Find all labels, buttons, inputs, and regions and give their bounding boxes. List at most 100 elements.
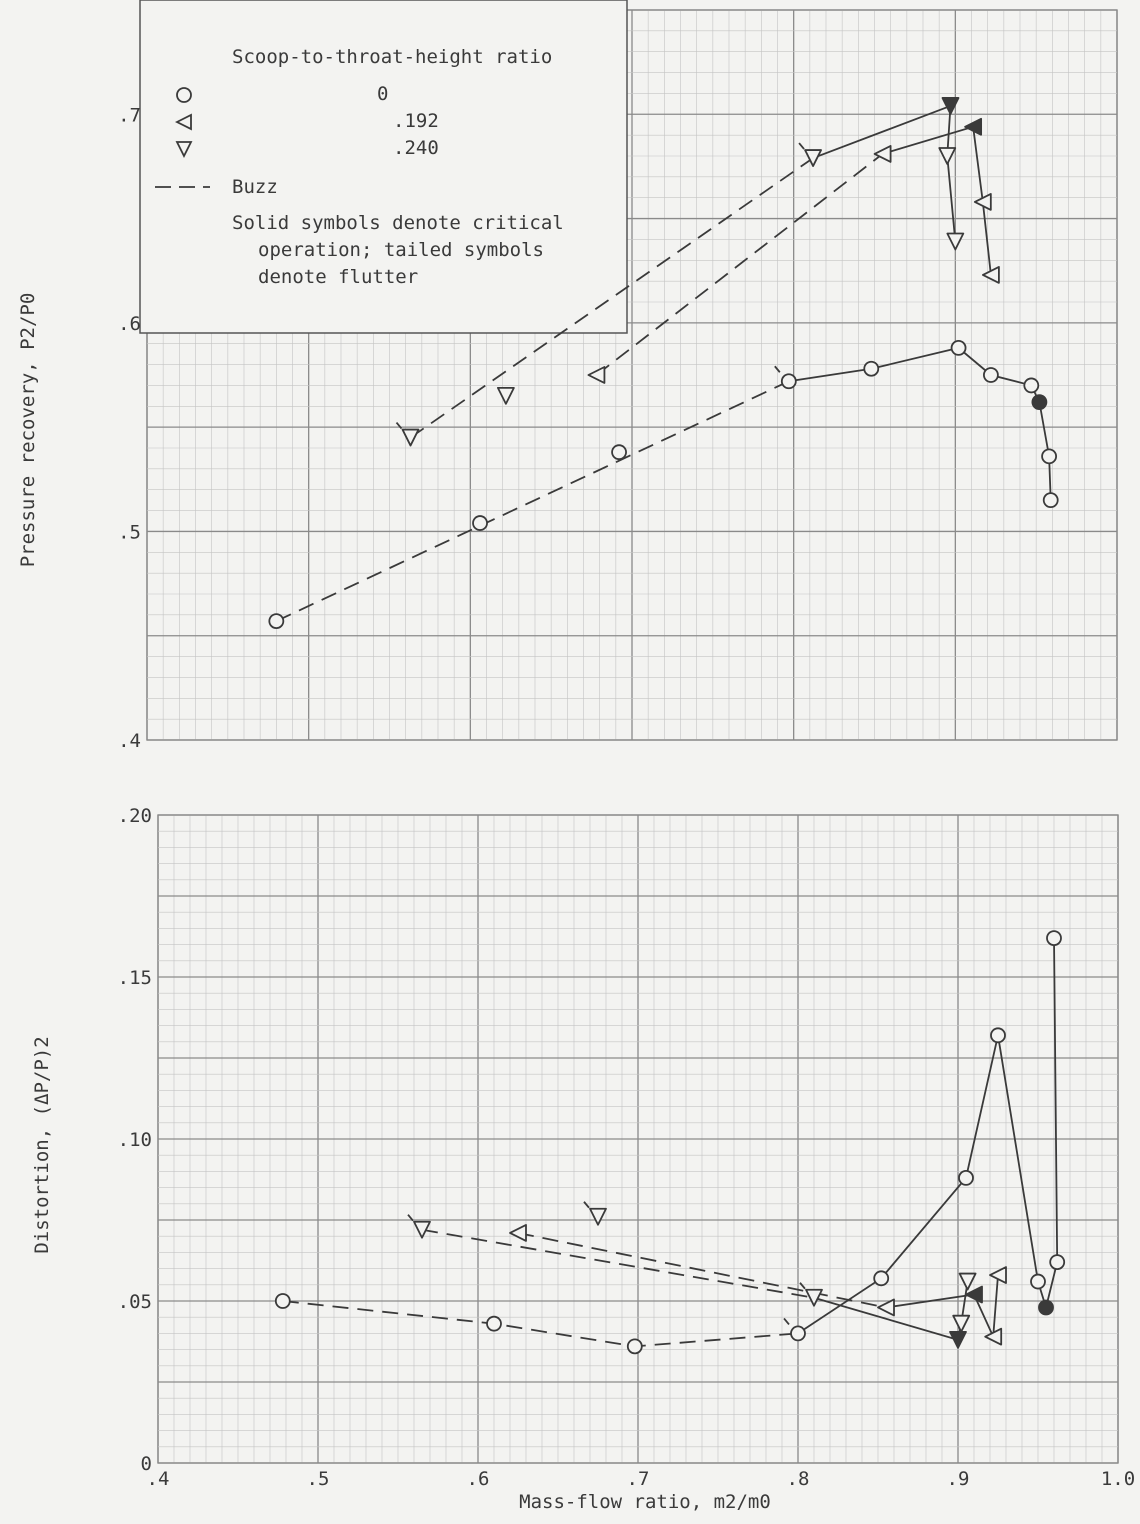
pressure-recovery-ticks: .4 .5 .6 .7 bbox=[118, 104, 141, 752]
dist-point-triangle-down bbox=[952, 1314, 971, 1333]
dist-point-circle bbox=[1049, 1254, 1066, 1271]
legend-box bbox=[139, 0, 628, 334]
dist-point-triangle-down bbox=[805, 1288, 823, 1307]
dist-buzz-line-2 bbox=[421, 1228, 815, 1299]
x-tick-label: .6 bbox=[467, 1468, 490, 1490]
dist-point-circle bbox=[486, 1315, 502, 1332]
pr-point-triangle-left bbox=[973, 192, 992, 211]
pr-point-circle bbox=[1041, 448, 1057, 465]
dist-point-circle bbox=[958, 1169, 974, 1186]
pr-point-triangle-down bbox=[496, 386, 515, 405]
dist-point-triangle-left bbox=[509, 1224, 527, 1242]
legend-symbol-triangle-down bbox=[175, 141, 193, 159]
x-axis-label: Mass-flow ratio, m2/m0 bbox=[519, 1491, 771, 1513]
dist-point-circle bbox=[790, 1325, 806, 1342]
legend-title: Scoop-to-throat-height ratio bbox=[232, 46, 552, 68]
x-tick-label: .4 bbox=[147, 1468, 170, 1490]
pr-point-triangle-down bbox=[946, 232, 965, 251]
legend-buzz-label: Buzz bbox=[232, 176, 278, 198]
legend-note-line-3: denote flutter bbox=[258, 266, 418, 288]
pressure-recovery-lines bbox=[275, 104, 1052, 622]
pr-y-tick-label: .4 bbox=[118, 730, 141, 752]
x-tick-label: 1.0 bbox=[1101, 1468, 1135, 1490]
legend-label-240: .240 bbox=[393, 137, 439, 159]
pr-point-circle bbox=[1023, 377, 1040, 394]
legend-symbol-triangle-left bbox=[174, 113, 192, 131]
dist-point-circle bbox=[1030, 1273, 1046, 1290]
x-tick-label: .5 bbox=[307, 1468, 330, 1490]
dist-fair-line-0 bbox=[797, 938, 1059, 1335]
x-tick-label: .9 bbox=[947, 1468, 970, 1490]
dist-flutter-tail bbox=[583, 1201, 590, 1209]
pr-flutter-tail bbox=[395, 421, 403, 430]
x-tick-label: .7 bbox=[627, 1468, 650, 1490]
pr-point-triangle-left bbox=[587, 366, 606, 384]
dist-point-triangle-left bbox=[989, 1266, 1007, 1284]
dist-point-circle bbox=[626, 1338, 643, 1355]
dist-point-triangle-left bbox=[877, 1298, 895, 1317]
pr-fair-line-2 bbox=[812, 104, 957, 242]
legend-label-0: 0 bbox=[377, 83, 388, 105]
pr-point-triangle-left bbox=[982, 265, 1000, 284]
pr-point-triangle-down bbox=[401, 428, 420, 447]
dist-point-circle bbox=[1038, 1299, 1054, 1316]
legend-label-192: .192 bbox=[393, 110, 439, 132]
dist-y-tick-label: .20 bbox=[118, 805, 152, 827]
pr-point-circle bbox=[1042, 492, 1059, 509]
legend-note-line-1: Solid symbols denote critical bbox=[232, 212, 564, 234]
dist-point-triangle-left bbox=[965, 1285, 983, 1304]
pr-buzz-line-2 bbox=[410, 157, 814, 439]
pressure-recovery-points bbox=[268, 97, 1059, 630]
dist-flutter-tail bbox=[407, 1214, 414, 1222]
dist-point-triangle-down bbox=[413, 1220, 431, 1239]
pressure-recovery-axis-label: Pressure recovery, P2/P0 bbox=[17, 293, 39, 568]
dist-fair-line-1 bbox=[885, 1275, 999, 1341]
dist-point-triangle-down bbox=[589, 1207, 607, 1226]
pr-point-circle bbox=[268, 613, 285, 630]
dist-y-tick-label: .05 bbox=[118, 1291, 152, 1313]
dist-y-tick-label: .10 bbox=[118, 1129, 152, 1151]
pr-buzz-line-1 bbox=[595, 153, 884, 376]
dist-point-triangle-down bbox=[958, 1272, 977, 1291]
legend-symbol-circle bbox=[176, 87, 192, 103]
pr-point-triangle-left bbox=[873, 145, 892, 163]
distortion-grid bbox=[157, 814, 1119, 1464]
pr-y-tick-label: .6 bbox=[118, 313, 141, 335]
pr-buzz-line-0 bbox=[275, 380, 790, 622]
dist-point-triangle-down bbox=[949, 1330, 967, 1349]
dist-point-circle bbox=[990, 1027, 1006, 1044]
pr-y-tick-label: .5 bbox=[118, 521, 141, 543]
pr-point-circle bbox=[863, 360, 880, 377]
pr-point-circle bbox=[472, 515, 488, 531]
distortion-axis-label: Distortion, (ΔP/P)2 bbox=[31, 1036, 53, 1253]
pr-point-circle bbox=[1031, 394, 1048, 411]
dist-flutter-tail bbox=[799, 1282, 806, 1290]
dist-point-circle bbox=[274, 1293, 291, 1309]
dist-buzz-line-1 bbox=[517, 1232, 887, 1309]
dist-y-tick-label: 0 bbox=[141, 1453, 152, 1475]
pr-point-circle bbox=[950, 339, 967, 356]
pr-flutter-tail bbox=[774, 365, 781, 373]
pr-point-circle bbox=[611, 444, 627, 461]
distortion-ticks: 0 .05 .10 .15 .20 .4 .5 .6 .7 .8 .9 1.0 bbox=[118, 805, 1135, 1490]
legend-note-line-2: operation; tailed symbols bbox=[258, 239, 544, 261]
dist-flutter-tail bbox=[783, 1317, 790, 1325]
pr-point-triangle-down bbox=[804, 149, 822, 167]
dist-point-triangle-left bbox=[984, 1327, 1003, 1346]
pr-y-tick-label: .7 bbox=[118, 104, 141, 126]
distortion-points bbox=[274, 930, 1066, 1355]
legend-symbols bbox=[174, 87, 193, 159]
pr-point-circle bbox=[983, 367, 999, 383]
dist-y-tick-label: .15 bbox=[118, 967, 152, 989]
dist-buzz-line-0 bbox=[282, 1300, 799, 1348]
pr-point-triangle-left bbox=[964, 117, 983, 136]
pr-fair-line-0 bbox=[788, 346, 1052, 501]
pr-point-circle bbox=[780, 373, 797, 390]
pr-point-triangle-down bbox=[941, 97, 960, 115]
pr-point-triangle-down bbox=[938, 147, 957, 165]
pr-fair-line-1 bbox=[882, 125, 992, 275]
dist-point-circle bbox=[873, 1270, 890, 1287]
pr-flutter-tail bbox=[798, 142, 805, 150]
